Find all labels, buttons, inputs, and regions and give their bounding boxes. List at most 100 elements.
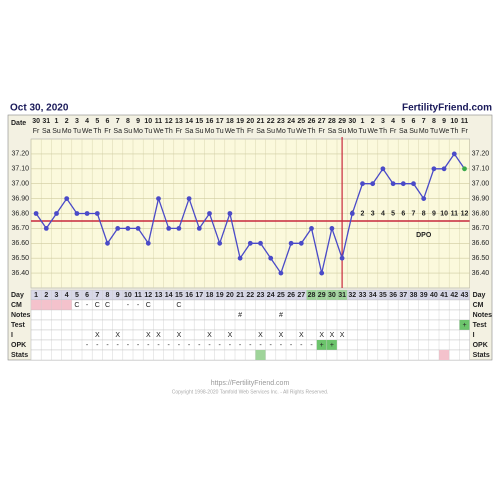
date: 30 <box>348 118 356 125</box>
temperature-point <box>370 181 376 187</box>
cell: + <box>320 342 324 349</box>
date: 29 <box>338 118 346 125</box>
cell-highlight <box>306 290 317 300</box>
row-label: I <box>11 332 13 339</box>
cell: - <box>137 342 140 349</box>
weekday: Su <box>266 128 275 135</box>
weekday: Fr <box>247 128 254 135</box>
cell-highlight <box>51 300 62 310</box>
cell: 8 <box>106 292 110 299</box>
temperature-point <box>360 181 365 187</box>
cell: - <box>290 342 293 349</box>
weekday: Tu <box>430 128 438 135</box>
cell: X <box>146 332 151 339</box>
weekday: Su <box>52 128 61 135</box>
temperature-point <box>431 166 437 172</box>
weekday: Th <box>450 128 458 135</box>
cell: X <box>340 332 345 339</box>
cell: 37 <box>399 292 407 299</box>
cell: 25 <box>277 292 285 299</box>
temperature-point <box>207 211 212 216</box>
temperature-point <box>156 196 161 202</box>
dpo-number: 4 <box>381 210 385 217</box>
temperature-point <box>94 211 100 216</box>
temperature-point <box>462 166 467 172</box>
cell: 6 <box>85 292 89 299</box>
cell: - <box>127 342 130 349</box>
date: 4 <box>391 118 395 125</box>
cell: C <box>176 302 181 309</box>
weekday: Th <box>379 128 387 135</box>
weekday: Su <box>195 128 204 135</box>
temperature-point <box>33 211 39 216</box>
cell: 13 <box>155 292 163 299</box>
dpo-number: 2 <box>361 210 365 217</box>
cell: X <box>279 332 284 339</box>
temperature-point <box>411 181 416 187</box>
temperature-point <box>421 196 427 202</box>
dpo-number: 3 <box>371 210 375 217</box>
cell: - <box>239 342 242 349</box>
cell: 24 <box>267 292 275 299</box>
date: 13 <box>175 118 183 125</box>
cell: 43 <box>461 292 469 299</box>
cell: X <box>177 332 182 339</box>
cell-highlight <box>459 320 470 330</box>
cell: - <box>86 302 89 309</box>
row-label: OPK <box>11 342 26 349</box>
date: 24 <box>287 118 295 125</box>
date: 9 <box>136 118 140 125</box>
cell: 36 <box>389 292 397 299</box>
cell: 31 <box>338 292 346 299</box>
y-tick-label-right: 37.10 <box>472 166 490 173</box>
cell: - <box>188 342 191 349</box>
row-label-right: Stats <box>473 352 490 359</box>
weekday: Tu <box>144 128 152 135</box>
date: 1 <box>55 118 59 125</box>
cell: # <box>279 312 283 319</box>
cell: - <box>137 302 140 309</box>
temperature-point <box>54 211 59 216</box>
weekday: Th <box>165 128 173 135</box>
y-tick-label: 37.00 <box>11 181 29 188</box>
y-tick-label: 36.90 <box>11 195 29 202</box>
cell: C <box>105 302 110 309</box>
cell: 5 <box>75 292 79 299</box>
date: 3 <box>75 118 79 125</box>
y-tick-label: 37.10 <box>11 166 29 173</box>
cell: + <box>330 342 334 349</box>
cell-highlight <box>255 350 266 360</box>
cell: X <box>156 332 161 339</box>
cell: 20 <box>226 292 234 299</box>
cell-highlight <box>61 300 72 310</box>
date-label: Date <box>11 120 26 127</box>
temperature-point <box>74 211 80 216</box>
weekday: We <box>225 128 235 135</box>
temperature-point <box>390 181 396 187</box>
cell: 26 <box>287 292 295 299</box>
cell: 3 <box>55 292 59 299</box>
temperature-point <box>125 226 131 231</box>
date: 22 <box>267 118 275 125</box>
cell: - <box>219 342 222 349</box>
cell: 16 <box>185 292 193 299</box>
row-bg <box>30 309 470 321</box>
weekday: We <box>82 128 92 135</box>
cell: 12 <box>144 292 152 299</box>
temperature-point <box>43 226 49 231</box>
temperature-point <box>186 196 192 202</box>
temperature-point <box>84 211 90 216</box>
date: 2 <box>65 118 69 125</box>
date: 19 <box>236 118 244 125</box>
weekday: Tu <box>287 128 295 135</box>
cell: 35 <box>379 292 387 299</box>
dpo-number: 6 <box>401 210 405 217</box>
temperature-point <box>400 181 406 187</box>
weekday: Su <box>338 128 347 135</box>
date: 14 <box>185 118 193 125</box>
weekday: Th <box>307 128 315 135</box>
cell: - <box>147 342 150 349</box>
cell-highlight <box>337 290 348 300</box>
cell: 23 <box>257 292 265 299</box>
site-name: FertilityFriend.com <box>402 103 492 114</box>
